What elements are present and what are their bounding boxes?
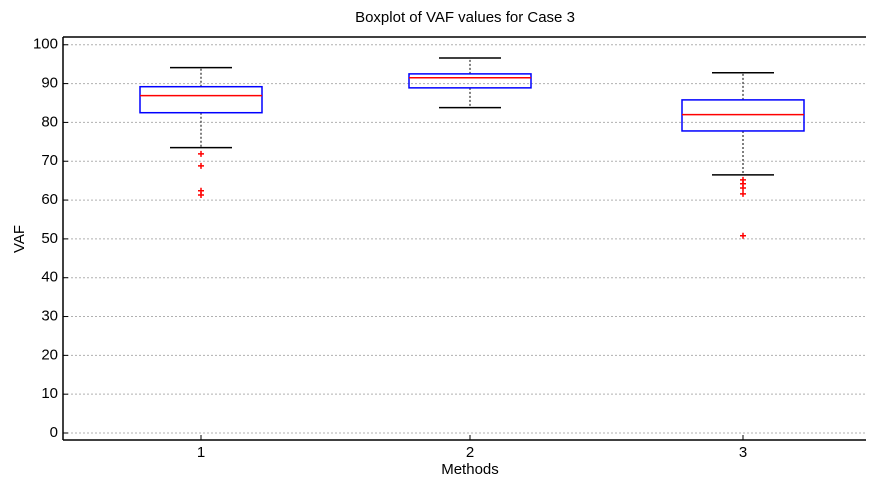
flier — [740, 185, 746, 192]
y-tick-label: 80 — [41, 113, 58, 130]
y-tick-label: 40 — [41, 269, 58, 286]
box — [681, 99, 805, 132]
flier — [198, 192, 204, 199]
x-tick-label: 1 — [197, 444, 205, 461]
y-tick-label: 20 — [41, 346, 58, 363]
y-tick-label: 10 — [41, 385, 58, 402]
flier — [198, 150, 204, 157]
x-axis-label: Methods — [441, 461, 499, 478]
box — [408, 73, 532, 89]
y-tick-label: 0 — [50, 424, 58, 441]
flier — [740, 232, 746, 239]
flier — [198, 162, 204, 169]
y-tick-label: 50 — [41, 230, 58, 247]
flier — [740, 190, 746, 197]
box — [139, 85, 263, 114]
y-tick-label: 30 — [41, 308, 58, 325]
y-tick-label: 60 — [41, 191, 58, 208]
chart-title: Boxplot of VAF values for Case 3 — [355, 9, 575, 26]
x-tick-label: 2 — [466, 444, 474, 461]
x-tick-label: 3 — [739, 444, 747, 461]
y-tick-label: 100 — [33, 36, 58, 53]
y-tick-label: 70 — [41, 152, 58, 169]
y-tick-label: 90 — [41, 75, 58, 92]
y-axis-label: VAF — [11, 225, 28, 253]
